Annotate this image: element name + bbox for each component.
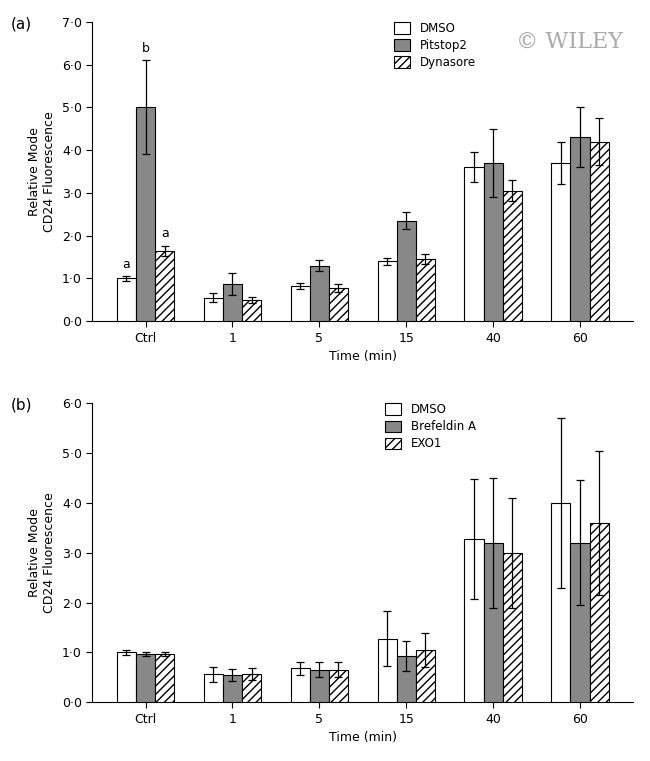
Bar <box>396 221 416 321</box>
Text: b: b <box>142 43 150 56</box>
Bar <box>465 539 484 702</box>
Bar <box>223 675 242 702</box>
Bar <box>416 260 435 321</box>
Y-axis label: Relative Mode
CD24 Fluorescence: Relative Mode CD24 Fluorescence <box>28 492 57 613</box>
Bar <box>551 503 571 702</box>
Legend: DMSO, Pitstop2, Dynasore: DMSO, Pitstop2, Dynasore <box>394 22 476 69</box>
Bar <box>484 163 502 321</box>
X-axis label: Time (min): Time (min) <box>329 350 396 363</box>
Bar <box>551 163 571 321</box>
Bar <box>242 300 261 321</box>
Text: (b): (b) <box>11 397 32 412</box>
Bar <box>378 261 396 321</box>
Bar <box>396 656 416 702</box>
Legend: DMSO, Brefeldin A, EXO1: DMSO, Brefeldin A, EXO1 <box>385 403 476 451</box>
Y-axis label: Relative Mode
CD24 Fluorescence: Relative Mode CD24 Fluorescence <box>28 111 57 232</box>
Bar <box>378 638 396 702</box>
Bar <box>117 652 136 702</box>
X-axis label: Time (min): Time (min) <box>329 731 396 744</box>
Text: a: a <box>161 228 168 240</box>
Bar <box>571 543 590 702</box>
Bar <box>242 674 261 702</box>
Bar <box>155 250 174 321</box>
Bar <box>416 650 435 702</box>
Bar <box>117 279 136 321</box>
Bar <box>203 674 223 702</box>
Text: © WILEY: © WILEY <box>515 31 623 53</box>
Bar <box>502 191 522 321</box>
Bar <box>223 284 242 321</box>
Text: (a): (a) <box>11 16 32 31</box>
Bar <box>136 654 155 702</box>
Bar <box>136 107 155 321</box>
Bar <box>590 142 609 321</box>
Bar <box>310 670 329 702</box>
Bar <box>155 654 174 702</box>
Bar <box>571 138 590 321</box>
Bar <box>291 668 310 702</box>
Bar <box>590 523 609 702</box>
Bar <box>484 543 502 702</box>
Bar <box>291 286 310 321</box>
Bar <box>203 298 223 321</box>
Bar <box>310 266 329 321</box>
Bar <box>329 670 348 702</box>
Bar <box>329 288 348 321</box>
Bar <box>502 552 522 702</box>
Bar <box>465 167 484 321</box>
Text: a: a <box>122 258 130 271</box>
